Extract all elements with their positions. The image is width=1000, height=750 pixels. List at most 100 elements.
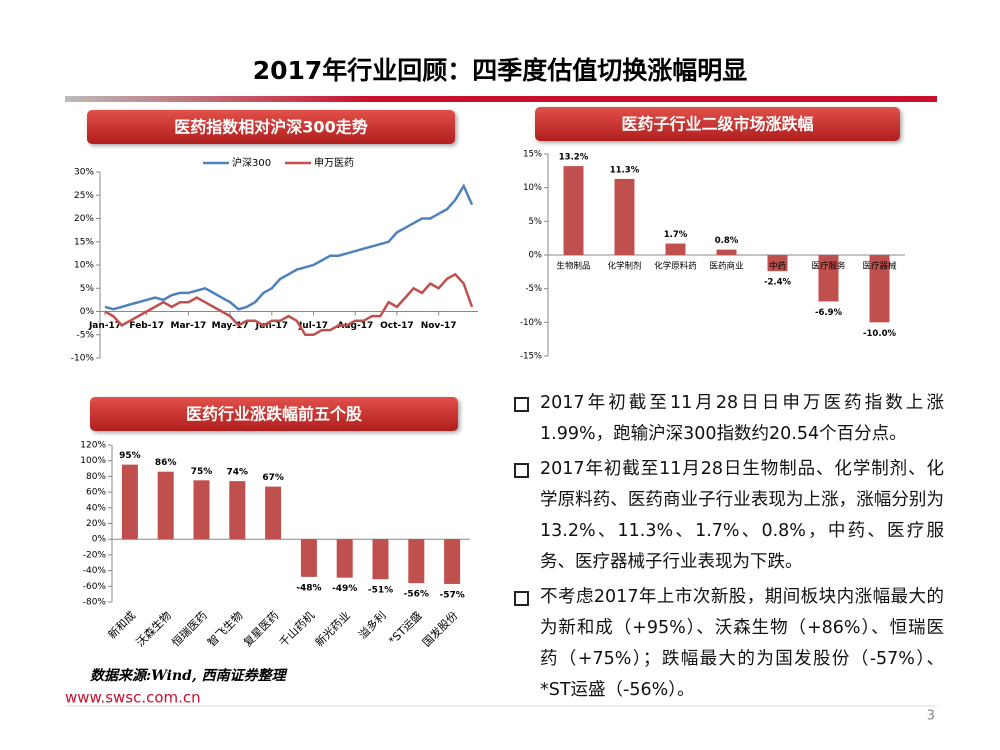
bullet: 2017年初截至11月28日生物制品、化学制剂、化学原料药、医药商业子行业表现为… xyxy=(512,454,944,578)
y-tick-label: 20% xyxy=(74,214,94,224)
x-tick-label: Jul-17 xyxy=(298,321,328,331)
x-tick-label: Aug-17 xyxy=(337,321,373,331)
x-tick-label: 化学制剂 xyxy=(607,261,641,272)
bar xyxy=(121,464,138,540)
value-label: 1.7% xyxy=(664,230,688,240)
y-tick-label: -5% xyxy=(525,284,542,294)
value-label: -6.9% xyxy=(815,308,843,318)
bar xyxy=(229,481,246,540)
bar xyxy=(336,539,353,578)
y-tick-label: -60% xyxy=(83,582,107,592)
y-tick-label: -10% xyxy=(71,354,95,364)
value-label: -51% xyxy=(368,586,393,596)
bullet: 不考虑2017年上市次新股，期间板块内涨幅最大的为新和成（+95%）、沃森生物（… xyxy=(512,582,944,706)
value-label: -48% xyxy=(296,583,321,593)
bullet: 2017年初截至11月28日日申万医药指数上涨1.99%，跑输沪深300指数约2… xyxy=(512,388,944,450)
x-tick-label: 生物制品 xyxy=(556,261,590,272)
page-number: 3 xyxy=(927,709,935,724)
x-tick-label: Jun-17 xyxy=(255,321,288,331)
chart-title: 医药指数相对沪深300走势 xyxy=(174,118,367,137)
y-tick-label: 20% xyxy=(86,519,106,529)
x-tick-label: 沃森生物 xyxy=(133,608,174,649)
x-tick-label: 千山药机 xyxy=(276,608,317,649)
y-tick-label: 15% xyxy=(523,150,542,160)
legend-label: 沪深300 xyxy=(232,156,271,169)
bar xyxy=(193,480,210,540)
value-label: 86% xyxy=(155,458,177,468)
x-tick-label: Mar-17 xyxy=(171,321,207,331)
y-tick-label: 120% xyxy=(80,441,106,451)
x-tick-label: 医药商业 xyxy=(709,261,743,272)
y-tick-label: 15% xyxy=(74,237,94,247)
bullet-list: 2017年初截至11月28日日申万医药指数上涨1.99%，跑输沪深300指数约2… xyxy=(512,388,944,710)
bar xyxy=(563,166,584,255)
chart-title: 医药子行业二级市场涨跌幅 xyxy=(621,115,813,134)
bar xyxy=(372,539,389,580)
x-tick-label: Jan-17 xyxy=(88,321,121,331)
x-tick-label: 国发股份 xyxy=(419,608,460,649)
x-tick-label: 中药 xyxy=(769,261,786,272)
y-tick-label: 0% xyxy=(529,251,543,261)
value-label: -57% xyxy=(439,590,464,600)
value-label: -56% xyxy=(404,590,429,600)
value-label: -10.0% xyxy=(863,329,896,339)
bar xyxy=(665,243,686,255)
bar xyxy=(157,471,174,540)
chart-banner xyxy=(535,107,900,141)
y-tick-label: 25% xyxy=(74,191,94,201)
bar xyxy=(869,255,890,323)
y-tick-label: 60% xyxy=(86,488,106,498)
value-label: 75% xyxy=(191,467,213,477)
y-tick-label: 0% xyxy=(92,535,107,545)
source-note: 数据来源:Wind, 西南证券整理 xyxy=(90,667,288,684)
x-tick-label: Oct-17 xyxy=(380,321,414,331)
y-tick-label: 100% xyxy=(80,456,106,466)
bar xyxy=(265,486,282,540)
y-tick-label: 5% xyxy=(80,284,95,294)
y-tick-label: 10% xyxy=(523,183,542,193)
x-tick-label: *ST运盛 xyxy=(386,608,425,647)
bar xyxy=(300,539,317,577)
x-tick-label: 新和成 xyxy=(105,608,138,641)
value-label: -2.4% xyxy=(764,278,792,288)
line-series xyxy=(104,272,474,337)
chart-title: 医药行业涨跌幅前五个股 xyxy=(186,405,363,424)
y-tick-label: 30% xyxy=(74,168,94,178)
y-tick-label: -5% xyxy=(76,330,94,340)
y-tick-label: -80% xyxy=(83,598,107,608)
value-label: 67% xyxy=(262,473,284,483)
y-tick-label: -20% xyxy=(83,550,107,560)
line-series xyxy=(104,183,474,311)
x-tick-label: 医疗器械 xyxy=(862,261,897,272)
legend-label: 申万医药 xyxy=(314,156,354,169)
value-label: 11.3% xyxy=(610,165,640,175)
bar xyxy=(818,255,839,302)
title-rule xyxy=(65,96,937,102)
x-tick-label: 医疗服务 xyxy=(811,261,846,272)
chart-banner xyxy=(90,397,458,431)
bar xyxy=(444,539,461,584)
y-tick-label: 80% xyxy=(86,472,106,482)
x-tick-label: 智飞生物 xyxy=(205,608,246,649)
x-tick-label: 恒瑞医药 xyxy=(169,608,210,649)
slide-title: 2017年行业回顾：四季度估值切换涨幅明显 xyxy=(253,56,748,85)
x-tick-label: 复星医药 xyxy=(240,608,281,649)
y-tick-label: -40% xyxy=(83,566,107,576)
x-tick-label: 新光药业 xyxy=(312,608,353,649)
y-tick-label: -10% xyxy=(520,318,542,328)
y-tick-label: 5% xyxy=(529,217,543,227)
bar xyxy=(767,255,788,272)
y-tick-label: 0% xyxy=(80,307,95,317)
value-label: 95% xyxy=(119,451,141,461)
value-label: 13.2% xyxy=(559,153,589,163)
bar xyxy=(614,178,635,255)
x-tick-label: Nov-17 xyxy=(421,321,457,331)
x-tick-label: 溢多利 xyxy=(356,608,389,641)
x-tick-label: 化学原料药 xyxy=(654,261,697,272)
y-tick-label: 10% xyxy=(74,261,94,271)
y-tick-label: -15% xyxy=(520,352,542,362)
bar xyxy=(716,249,737,255)
value-label: 0.8% xyxy=(715,236,739,246)
